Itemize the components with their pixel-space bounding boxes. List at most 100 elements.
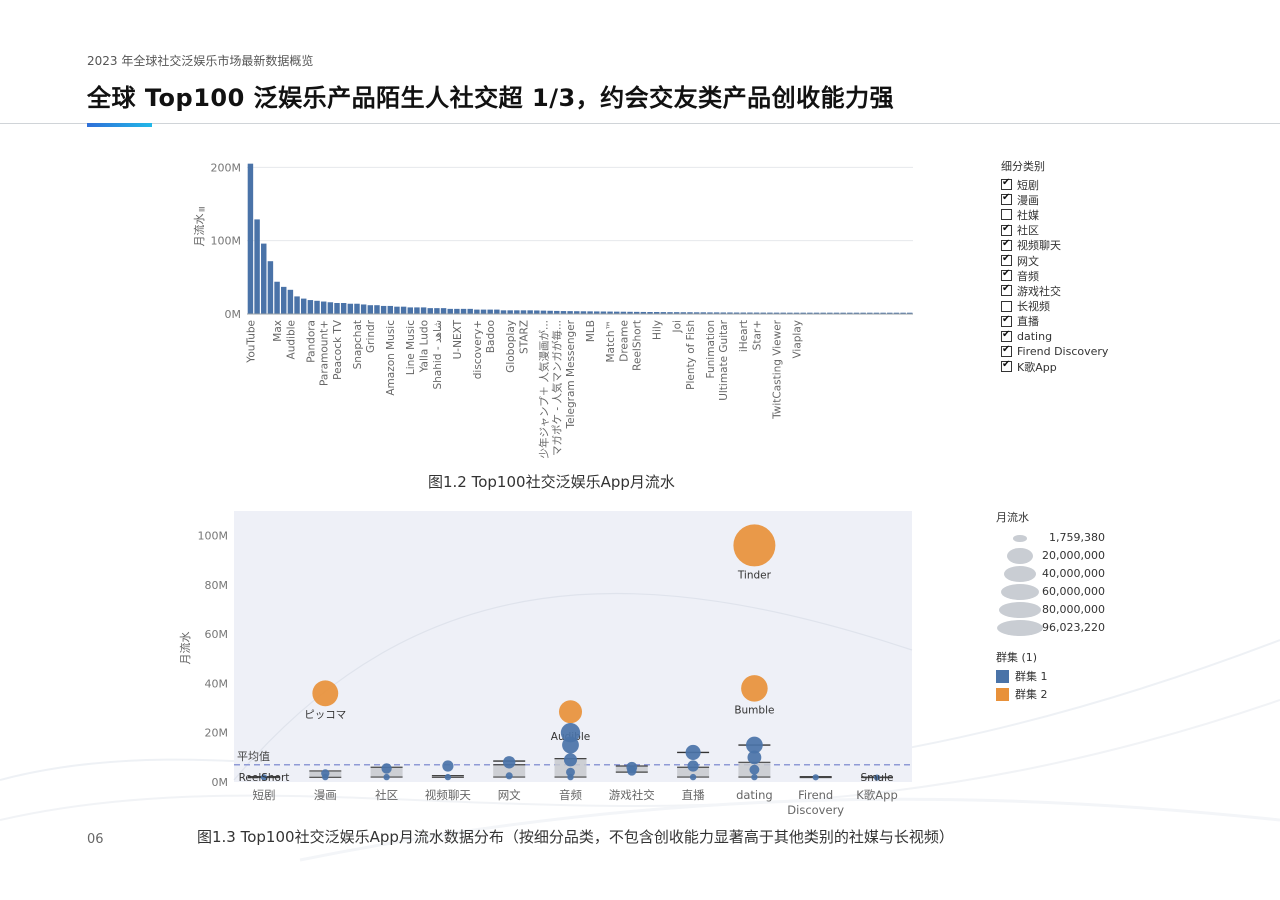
category-filter-item[interactable]: 短剧 (1001, 177, 1108, 192)
revenue-point[interactable] (751, 773, 758, 781)
category-checkbox[interactable] (1001, 223, 1012, 236)
revenue-bar[interactable] (447, 308, 453, 314)
revenue-point[interactable] (689, 773, 697, 781)
revenue-point[interactable] (747, 750, 762, 765)
revenue-bar[interactable] (347, 303, 354, 314)
revenue-point[interactable] (312, 680, 339, 707)
revenue-bar[interactable] (693, 312, 700, 314)
revenue-bar[interactable] (387, 305, 394, 314)
revenue-bar[interactable] (247, 163, 254, 314)
category-checkbox[interactable] (1001, 177, 1012, 191)
category-checkbox[interactable] (1001, 344, 1012, 358)
revenue-bar[interactable] (640, 311, 647, 314)
revenue-point[interactable] (733, 524, 776, 567)
category-checkbox[interactable] (1001, 192, 1012, 206)
revenue-bar[interactable] (760, 312, 766, 314)
revenue-point[interactable] (567, 773, 574, 781)
revenue-bar[interactable] (294, 296, 300, 314)
category-filter-item[interactable]: 社区 (1001, 223, 1108, 238)
revenue-bar[interactable] (474, 309, 480, 314)
revenue-bar[interactable] (400, 306, 407, 314)
revenue-bar[interactable] (607, 311, 613, 314)
revenue-bar[interactable] (820, 312, 826, 314)
category-filter-item[interactable]: 视频聊天 (1001, 238, 1108, 253)
revenue-bar[interactable] (407, 307, 413, 314)
revenue-bar[interactable] (340, 303, 347, 314)
revenue-bar[interactable] (507, 310, 513, 314)
category-filter-item[interactable]: K歌App (1001, 359, 1108, 374)
revenue-point[interactable] (558, 700, 583, 724)
revenue-bar[interactable] (720, 312, 727, 314)
revenue-bar[interactable] (254, 219, 260, 314)
revenue-bar[interactable] (500, 310, 507, 314)
revenue-bar[interactable] (847, 312, 853, 314)
revenue-bar[interactable] (653, 312, 660, 314)
revenue-point[interactable] (566, 767, 575, 777)
revenue-bar[interactable] (434, 308, 440, 314)
category-checkbox[interactable] (1001, 268, 1012, 282)
revenue-bar[interactable] (740, 312, 746, 314)
revenue-bar[interactable] (480, 309, 487, 314)
revenue-bar[interactable] (281, 286, 287, 314)
revenue-bar[interactable] (700, 312, 707, 314)
revenue-bar[interactable] (627, 311, 633, 314)
revenue-bar[interactable] (887, 312, 893, 314)
revenue-bar[interactable] (727, 312, 733, 314)
revenue-point[interactable] (563, 753, 578, 767)
revenue-point[interactable] (503, 756, 516, 769)
revenue-bar[interactable] (334, 303, 340, 314)
revenue-bar[interactable] (367, 305, 374, 314)
revenue-point[interactable] (442, 760, 454, 772)
revenue-bar[interactable] (793, 312, 800, 314)
revenue-bar[interactable] (454, 308, 460, 314)
category-checkbox[interactable] (1001, 238, 1012, 251)
category-filter-item[interactable]: dating (1001, 329, 1108, 344)
revenue-bar[interactable] (467, 308, 473, 314)
revenue-point[interactable] (381, 763, 392, 774)
revenue-bar[interactable] (673, 312, 680, 314)
revenue-bar[interactable] (807, 312, 813, 314)
revenue-bar[interactable] (667, 312, 673, 314)
revenue-bar[interactable] (460, 308, 467, 314)
revenue-bar[interactable] (647, 312, 653, 314)
revenue-bar[interactable] (314, 300, 320, 314)
revenue-bar[interactable] (780, 312, 786, 314)
revenue-bar[interactable] (747, 312, 753, 314)
category-filter-item[interactable]: Firend Discovery (1001, 344, 1108, 359)
revenue-bar[interactable] (753, 312, 760, 314)
revenue-bar[interactable] (580, 311, 587, 314)
revenue-bar[interactable] (494, 309, 500, 314)
revenue-point[interactable] (745, 736, 763, 754)
revenue-point[interactable] (873, 774, 881, 781)
revenue-point[interactable] (560, 723, 581, 743)
revenue-bar[interactable] (261, 243, 267, 314)
revenue-point[interactable] (685, 744, 701, 760)
revenue-bar[interactable] (394, 306, 400, 314)
revenue-bar[interactable] (687, 312, 693, 314)
revenue-bar[interactable] (860, 312, 866, 314)
revenue-bar[interactable] (287, 289, 294, 314)
revenue-bar[interactable] (827, 312, 833, 314)
revenue-bar[interactable] (540, 310, 547, 314)
revenue-point[interactable] (687, 760, 699, 772)
revenue-bar[interactable] (560, 311, 567, 314)
revenue-point[interactable] (444, 773, 452, 781)
revenue-bar[interactable] (520, 310, 527, 314)
revenue-bar[interactable] (600, 311, 607, 314)
revenue-bar[interactable] (880, 312, 886, 314)
revenue-bar[interactable] (853, 312, 860, 314)
revenue-bar[interactable] (773, 312, 780, 314)
revenue-bar[interactable] (680, 312, 687, 314)
revenue-bar[interactable] (267, 261, 274, 314)
revenue-bar[interactable] (554, 310, 560, 314)
category-checkbox[interactable] (1001, 209, 1012, 221)
revenue-point[interactable] (562, 736, 579, 754)
category-checkbox[interactable] (1001, 283, 1012, 297)
revenue-point[interactable] (741, 675, 768, 702)
revenue-bar[interactable] (893, 312, 900, 314)
revenue-point[interactable] (749, 764, 760, 775)
revenue-bar[interactable] (620, 311, 627, 314)
revenue-bar[interactable] (547, 310, 553, 314)
revenue-bar[interactable] (380, 305, 387, 314)
revenue-bar[interactable] (767, 312, 773, 314)
